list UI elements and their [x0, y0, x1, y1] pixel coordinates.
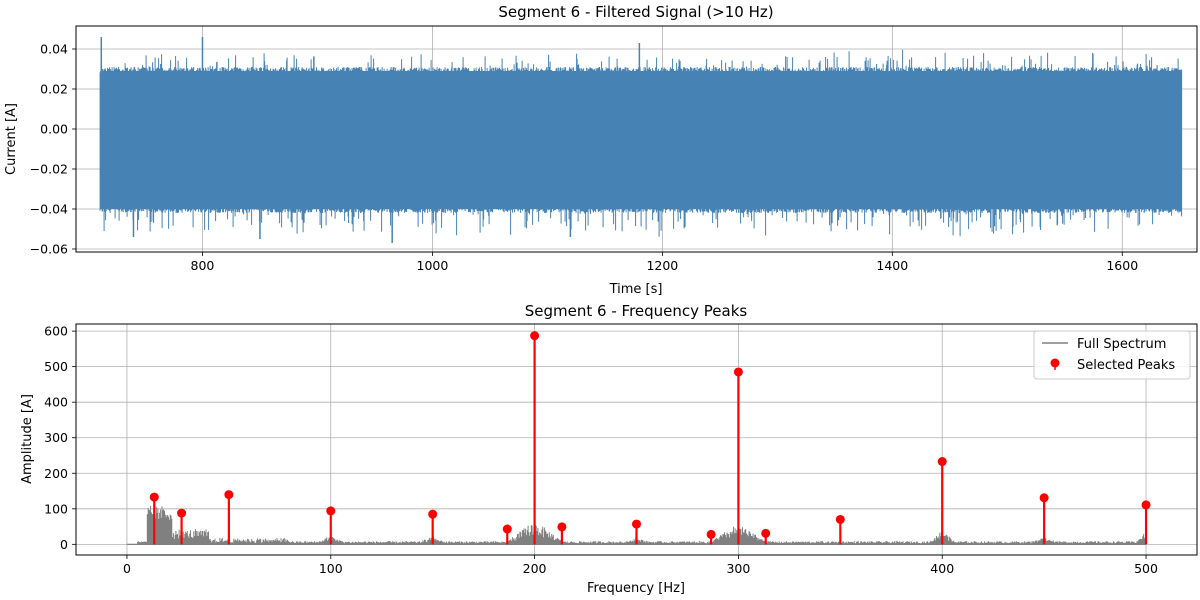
legend: Full Spectrum Selected Peaks	[1033, 330, 1191, 380]
peak-marker	[428, 509, 438, 519]
signal-plot-area	[99, 37, 1183, 243]
y-tick-label: 500	[44, 359, 68, 374]
peak-marker	[326, 506, 336, 516]
spectrum-plot-area	[126, 331, 1151, 545]
spectrum-x-axis-label: Frequency [Hz]	[587, 581, 685, 596]
y-tick-label: 200	[44, 466, 68, 481]
y-tick-label: −0.06	[30, 242, 68, 257]
y-tick-label: 0.02	[40, 82, 68, 97]
spectrum-panel: Segment 6 - Frequency Peaks 0 100 200 300 40…	[20, 302, 1198, 596]
peak-marker	[177, 508, 187, 518]
spectrum-axes-frame	[75, 323, 1198, 556]
x-tick-label: 1600	[1106, 258, 1138, 273]
x-tick-label: 200	[523, 561, 547, 576]
peak-marker	[1039, 493, 1049, 503]
peak-marker	[835, 514, 845, 524]
spectrum-y-axis-label: Amplitude [A]	[20, 394, 35, 484]
y-tick-label: 0.00	[40, 122, 68, 137]
peak-marker	[937, 457, 947, 467]
legend-selected-peaks-marker	[1050, 358, 1060, 368]
y-tick-label: 0.04	[40, 42, 68, 57]
y-tick-label: 600	[44, 324, 68, 339]
x-tick-label: 500	[1134, 561, 1158, 576]
signal-chart-title: Segment 6 - Filtered Signal (>10 Hz)	[498, 3, 773, 21]
peak-marker	[761, 528, 771, 538]
peak-marker	[149, 492, 159, 502]
x-tick-label: 1200	[646, 258, 678, 273]
x-tick-label: 0	[123, 561, 131, 576]
y-tick-label: −0.04	[30, 202, 68, 217]
legend-full-spectrum-label: Full Spectrum	[1077, 337, 1166, 352]
x-tick-label: 800	[191, 258, 215, 273]
y-tick-label: −0.02	[30, 162, 68, 177]
signal-band-fill	[100, 71, 1183, 209]
peak-marker	[502, 524, 512, 534]
y-tick-label: 0	[60, 537, 68, 552]
x-tick-label: 400	[930, 561, 954, 576]
signal-panel: Segment 6 - Filtered Signal (>10 Hz) 800…	[4, 3, 1198, 297]
spectrum-ticks: 0 100 200 300 400 500 0 100 200 300 400 500 600	[44, 324, 1158, 576]
legend-selected-peaks-label: Selected Peaks	[1077, 358, 1175, 373]
legend-box	[1033, 330, 1191, 380]
peak-marker	[224, 490, 234, 500]
y-tick-label: 100	[44, 501, 68, 516]
x-tick-label: 100	[319, 561, 343, 576]
signal-axes-frame	[75, 25, 1198, 253]
x-tick-label: 1400	[876, 258, 908, 273]
signal-x-axis-label: Time [s]	[609, 282, 663, 297]
peak-marker	[733, 367, 743, 377]
signal-ticks: 800 1000 1200 1400 1600 −0.06 −0.04 −0.02 0.00 0.…	[30, 42, 1139, 274]
peak-marker	[1141, 500, 1151, 510]
peak-marker	[706, 529, 716, 539]
x-tick-label: 300	[726, 561, 750, 576]
x-tick-label: 1000	[417, 258, 449, 273]
peak-marker	[530, 331, 540, 341]
y-tick-label: 300	[44, 430, 68, 445]
peak-marker	[557, 522, 567, 532]
peak-marker	[632, 519, 641, 529]
signal-y-axis-label: Current [A]	[4, 103, 19, 175]
spectrum-chart-title: Segment 6 - Frequency Peaks	[525, 302, 748, 320]
y-tick-label: 400	[44, 395, 68, 410]
